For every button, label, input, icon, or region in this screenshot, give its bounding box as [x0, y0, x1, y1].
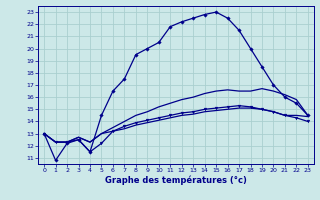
X-axis label: Graphe des températures (°c): Graphe des températures (°c) — [105, 176, 247, 185]
